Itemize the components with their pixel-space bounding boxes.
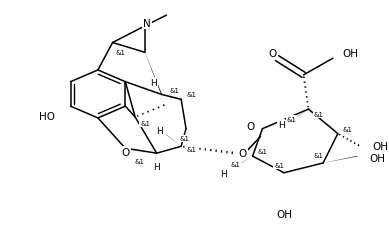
Text: H: H	[156, 127, 163, 136]
Text: &1: &1	[186, 147, 196, 153]
Polygon shape	[145, 53, 162, 95]
Text: O: O	[121, 147, 130, 158]
Text: OH: OH	[343, 49, 359, 59]
Text: O: O	[239, 149, 247, 158]
Text: &1: &1	[230, 161, 240, 167]
Polygon shape	[323, 156, 357, 163]
Text: &1: &1	[169, 87, 179, 93]
Polygon shape	[125, 107, 130, 113]
Polygon shape	[233, 156, 252, 168]
Text: H: H	[278, 121, 284, 130]
Polygon shape	[166, 135, 181, 147]
Text: H: H	[151, 79, 157, 88]
Text: &1: &1	[186, 92, 196, 98]
Text: H: H	[220, 169, 227, 178]
Text: &1: &1	[116, 50, 126, 56]
Text: &1: &1	[287, 116, 297, 122]
Text: &1: &1	[274, 162, 284, 168]
Text: N: N	[143, 19, 151, 29]
Text: &1: &1	[313, 112, 323, 117]
Text: &1: &1	[258, 149, 268, 155]
Text: OH: OH	[372, 142, 388, 152]
Text: &1: &1	[343, 126, 353, 132]
Text: O: O	[246, 121, 254, 131]
Polygon shape	[291, 110, 308, 121]
Text: &1: &1	[179, 136, 189, 142]
Text: H: H	[153, 163, 160, 172]
Text: &1: &1	[313, 153, 323, 158]
Text: OH: OH	[369, 153, 385, 163]
Text: &1: &1	[135, 158, 145, 164]
Polygon shape	[154, 153, 157, 163]
Text: OH: OH	[276, 209, 292, 219]
Text: HO: HO	[39, 112, 55, 121]
Text: O: O	[268, 49, 276, 59]
Text: &1: &1	[140, 120, 150, 126]
